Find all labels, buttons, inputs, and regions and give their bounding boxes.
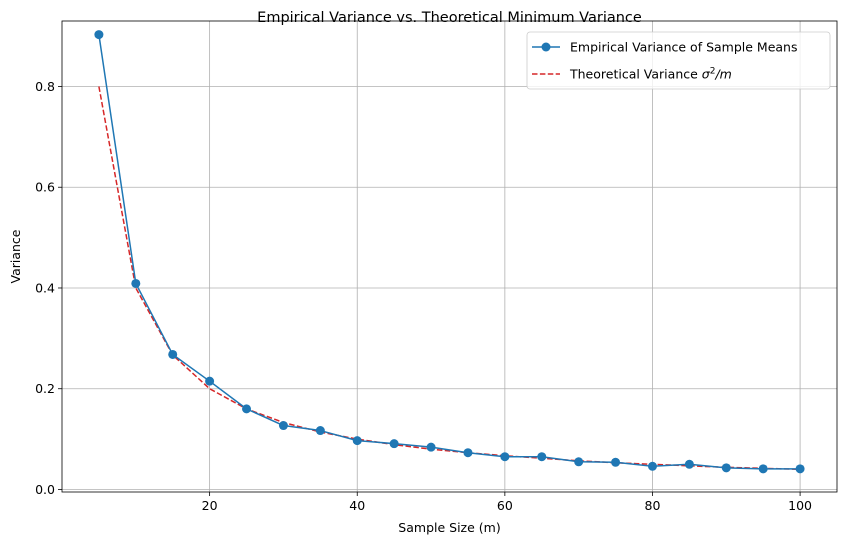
empirical-variance-point xyxy=(574,457,584,467)
plot-series xyxy=(94,30,805,474)
empirical-variance-point xyxy=(315,426,325,436)
empirical-variance-point xyxy=(242,404,252,414)
legend-label-empirical: Empirical Variance of Sample Means xyxy=(570,40,797,55)
y-tick-label: 0.6 xyxy=(35,180,55,195)
empirical-variance-point xyxy=(758,464,768,474)
x-tick-label: 40 xyxy=(349,498,365,513)
empirical-variance-point xyxy=(205,376,215,386)
y-tick-label: 0.2 xyxy=(35,381,55,396)
empirical-variance-point xyxy=(389,439,399,449)
empirical-variance-point xyxy=(463,448,473,458)
empirical-variance-point xyxy=(721,463,731,473)
empirical-variance-point xyxy=(537,452,547,462)
x-tick-label: 20 xyxy=(202,498,218,513)
empirical-variance-point xyxy=(684,459,694,469)
empirical-variance-point xyxy=(795,464,805,474)
axis-ticks: 20 40 60 80 100 0.0 0.2 0.4 0.6 0.8 xyxy=(35,79,812,513)
legend-label-theoretical-denominator: /m xyxy=(714,67,731,82)
empirical-variance-point xyxy=(611,457,621,467)
empirical-variance-line xyxy=(98,34,801,470)
x-tick-label: 100 xyxy=(788,498,812,513)
empirical-variance-point xyxy=(94,30,104,40)
x-tick-label: 80 xyxy=(645,498,661,513)
y-axis-label: Variance xyxy=(8,229,23,283)
empirical-variance-point xyxy=(278,421,288,431)
x-tick-label: 60 xyxy=(497,498,513,513)
legend-label-theoretical-sigma: σ xyxy=(702,67,711,82)
legend-label-theoretical-exponent: 2 xyxy=(710,67,716,77)
empirical-variance-point xyxy=(647,461,657,471)
legend-marker-empirical xyxy=(541,42,551,52)
plot-frame xyxy=(61,20,838,493)
theoretical-variance-line xyxy=(98,86,801,471)
legend-label-theoretical: Theoretical Variance σ2/m xyxy=(569,67,732,82)
x-axis-label: Sample Size (m) xyxy=(398,520,500,535)
empirical-variance-point xyxy=(131,278,141,288)
legend: Empirical Variance of Sample Means Theor… xyxy=(526,31,831,90)
empirical-variance-point xyxy=(426,442,436,452)
chart-title: Empirical Variance vs. Theoretical Minim… xyxy=(257,10,642,26)
empirical-variance-point xyxy=(500,452,510,462)
legend-box xyxy=(526,31,831,90)
legend-label-theoretical-text: Theoretical Variance xyxy=(569,67,702,82)
y-tick-label: 0.4 xyxy=(35,280,55,295)
empirical-variance-point xyxy=(352,436,362,446)
y-tick-label: 0.0 xyxy=(35,482,55,497)
y-tick-label: 0.8 xyxy=(35,79,55,94)
empirical-variance-point xyxy=(168,349,178,359)
